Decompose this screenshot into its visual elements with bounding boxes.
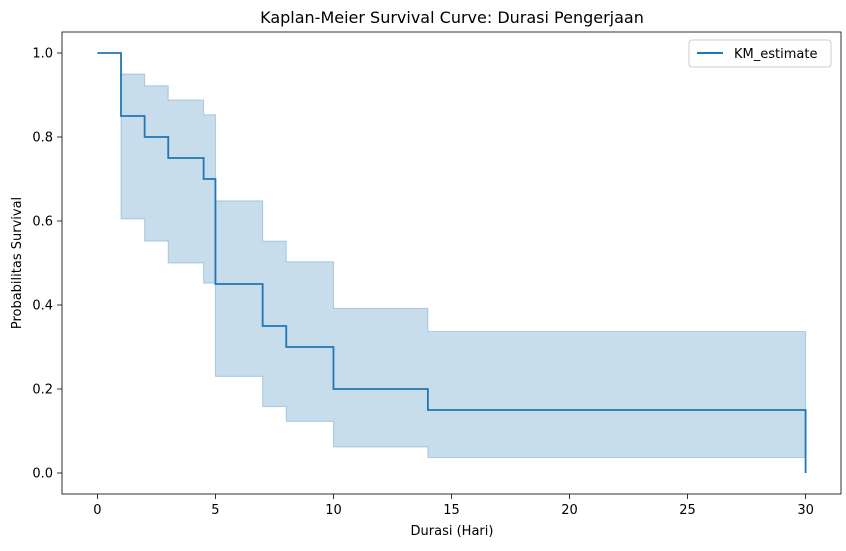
y-tick-label: 0.6	[32, 215, 53, 230]
chart-title: Kaplan-Meier Survival Curve: Durasi Peng…	[260, 8, 644, 27]
x-tick-label: 0	[93, 503, 101, 518]
x-tick-label: 10	[325, 503, 342, 518]
y-tick-label: 0.0	[32, 467, 53, 482]
legend: KM_estimate	[688, 39, 832, 68]
series-line-km-estimate	[97, 52, 807, 473]
x-tick-label: 25	[679, 503, 696, 518]
legend-box	[688, 39, 832, 68]
confidence-band	[97, 52, 807, 458]
legend-label-km-estimate: KM_estimate	[734, 47, 817, 62]
series-line-layer	[97, 52, 807, 473]
y-axis-ticks: 0.0 0.2 0.4 0.6 0.8 1.0	[32, 47, 62, 482]
x-tick-label: 15	[443, 503, 460, 518]
x-tick-label: 30	[797, 503, 814, 518]
x-axis-label: Durasi (Hari)	[411, 524, 494, 539]
y-tick-label: 1.0	[32, 47, 53, 62]
y-tick-label: 0.4	[32, 299, 53, 314]
x-tick-label: 5	[211, 503, 219, 518]
y-tick-label: 0.8	[32, 131, 53, 146]
x-axis-ticks: 0 5 10 15 20 25 30	[93, 494, 814, 518]
y-axis-label: Probabilitas Survival	[10, 197, 25, 329]
confidence-band-layer	[97, 52, 807, 458]
y-tick-label: 0.2	[32, 383, 53, 398]
x-tick-label: 20	[561, 503, 578, 518]
